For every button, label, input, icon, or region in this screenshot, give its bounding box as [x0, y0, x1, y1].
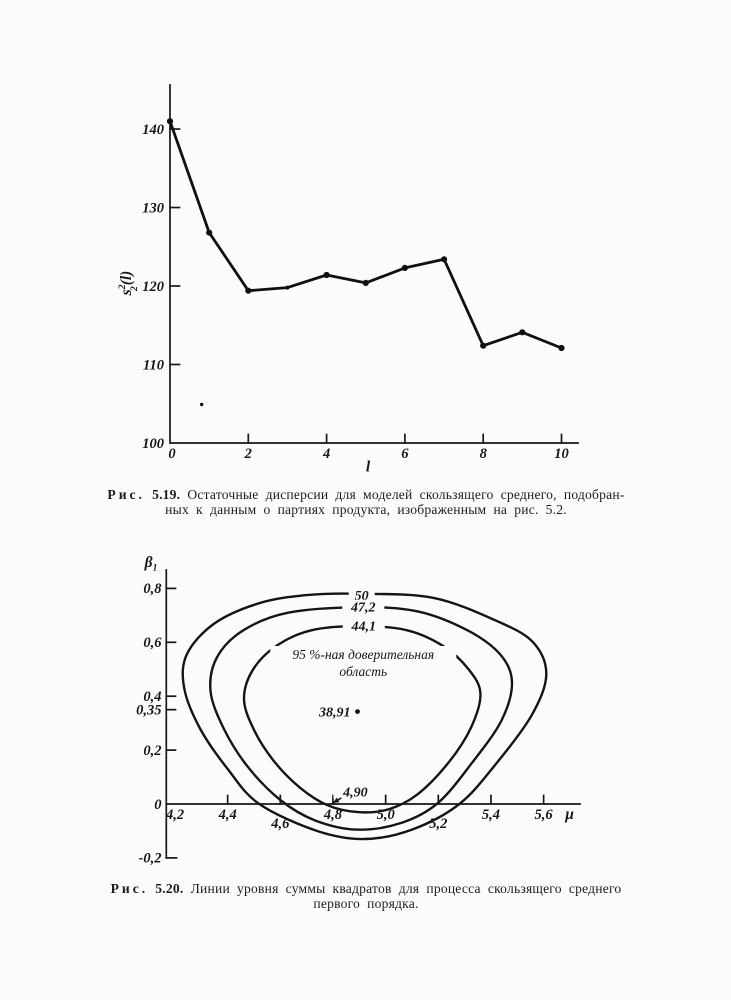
fig-5-19-plot: 100 110 120 130 140 0 2 4 6 8 10 l s2 2(l): [118, 84, 579, 476]
region-label-mask-1: [270, 645, 457, 662]
x-tick-label: 5,6: [535, 807, 554, 823]
data-point: [480, 342, 487, 349]
x-tick-label: 4,6: [270, 816, 290, 832]
y-tick-label: 140: [142, 122, 164, 138]
fig520-minimum: 38,91: [299, 702, 360, 720]
data-point: [401, 264, 408, 271]
fig520-y-ticks: -0,2 0 0,2 0,350,4 0,6 0,8: [136, 581, 177, 867]
fig-5-19-caption-text2: ных к данным о партиях продукта, изображ…: [165, 502, 567, 518]
x-tick-label: 4,8: [323, 807, 343, 823]
fig-5-19-caption-line1: Рис. 5.19. Остаточные дисперсии для моде…: [68, 487, 664, 502]
y-tick-label: 0: [154, 797, 161, 813]
y-tick-label: 130: [142, 201, 164, 217]
fig-5-20-caption: Рис. 5.20. Линии уровня суммы квадратов …: [68, 881, 664, 911]
contour-level-label: 47,2: [350, 601, 376, 616]
contour-level-label: 44,1: [351, 619, 377, 634]
fig519-y-ticks: 100 110 120 130 140: [142, 122, 181, 452]
minimum-point: [355, 709, 360, 714]
x-tick-label: 5,0: [377, 807, 395, 823]
minimum-label-mask: [299, 702, 353, 720]
contour-label-mask: [342, 599, 385, 614]
fig520-x-ticks: 4,2 4,4 4,6 4,8 5,0 5,2 5,4 5,6: [165, 794, 554, 832]
data-point: [206, 229, 213, 236]
y-tick-label: -0,2: [139, 851, 162, 867]
contour-level-50: [181, 592, 548, 841]
x-tick-label: 5,4: [482, 807, 500, 823]
contour-level-44-1: [242, 624, 482, 814]
x-tick-label: 0: [168, 446, 175, 462]
contour-label-mask: [342, 618, 385, 633]
y-tick-label: 0,35: [136, 702, 161, 718]
y-tick-label: 0,6: [143, 635, 162, 651]
data-point: [558, 344, 565, 352]
x-tick-label: 4: [322, 446, 330, 462]
contour-level-47-2: [209, 606, 514, 831]
fig520-y-axis-title: β1: [144, 554, 158, 574]
y-tick-label: 100: [142, 436, 164, 452]
fig519-x-axis-title: l: [366, 459, 371, 476]
fig519-y-axis-title: s2 2(l): [118, 271, 140, 297]
x-tick-label: 8: [480, 446, 488, 462]
fig-5-20-caption-text1: Линии уровня суммы квадратов для процесс…: [190, 881, 622, 896]
y-tick-label: 0,8: [143, 581, 162, 597]
region-label-line1: 95 %-ная доверительная: [292, 647, 434, 662]
callout-label: 4,90: [342, 786, 368, 801]
fig520-x-axis-title: μ: [564, 806, 574, 823]
fig520-axis-callout: 4,90: [332, 784, 378, 804]
fig520-contours: [181, 592, 548, 841]
data-point: [362, 279, 369, 286]
x-tick-label: 6: [401, 446, 409, 462]
data-point: [441, 256, 448, 263]
callout-label-mask: [333, 784, 378, 799]
fig-5-19-caption-line2: ных к данным о партиях продукта, изображ…: [68, 502, 664, 517]
contour-label-mask: [348, 588, 375, 603]
data-point: [519, 329, 526, 336]
x-tick-label: 5,2: [429, 816, 447, 832]
fig519-x-ticks: 0 2 4 6 8 10: [168, 433, 569, 462]
x-tick-label: 2: [244, 446, 252, 462]
y-tick-label: 110: [143, 358, 164, 374]
minimum-value-label: 38,91: [318, 705, 351, 720]
fig-5-20-caption-line1: Рис. 5.20. Линии уровня суммы квадратов …: [68, 881, 664, 896]
fig519-series-points: [166, 118, 565, 352]
callout-arrow-head: [332, 797, 340, 803]
data-point: [245, 287, 252, 294]
fig-5-19-caption-word: Рис.: [107, 487, 145, 502]
data-point: [285, 285, 290, 290]
fig-5-20-caption-number: 5.20.: [155, 881, 184, 896]
print-artifact-dot: [200, 402, 204, 407]
x-tick-label: 4,2: [165, 807, 184, 823]
fig-5-19-caption-number: 5.19.: [152, 487, 181, 502]
fig519-series-line: [168, 119, 563, 350]
fig-5-20-plot: -0,2 0 0,2 0,350,4 0,6 0,8 4,2 4,4 4,6 4,8 5,0 5,2 5…: [136, 554, 581, 867]
fig519-axes: [169, 84, 579, 444]
x-tick-label: 10: [554, 446, 569, 462]
x-tick-label: 4,4: [218, 807, 237, 823]
data-point: [166, 118, 174, 125]
region-label-mask-2: [326, 662, 401, 679]
fig-5-20-caption-text2: первого порядка.: [313, 896, 419, 912]
fig-5-19-caption-text1: Остаточные дисперсии для моделей скользя…: [187, 487, 625, 502]
y-tick-label: 0,2: [143, 743, 161, 759]
y-tick-label: 0,4: [143, 689, 161, 705]
fig-5-19-caption: Рис. 5.19. Остаточные дисперсии для моде…: [68, 487, 664, 517]
y-tick-label: 120: [142, 279, 164, 295]
data-point: [323, 271, 330, 279]
fig-5-20-caption-line2: первого порядка.: [68, 896, 664, 911]
region-label-line2: область: [339, 664, 387, 679]
fig520-region-label: 95 %-ная доверительная область: [270, 645, 457, 679]
fig-5-20-caption-word: Рис.: [110, 881, 149, 896]
